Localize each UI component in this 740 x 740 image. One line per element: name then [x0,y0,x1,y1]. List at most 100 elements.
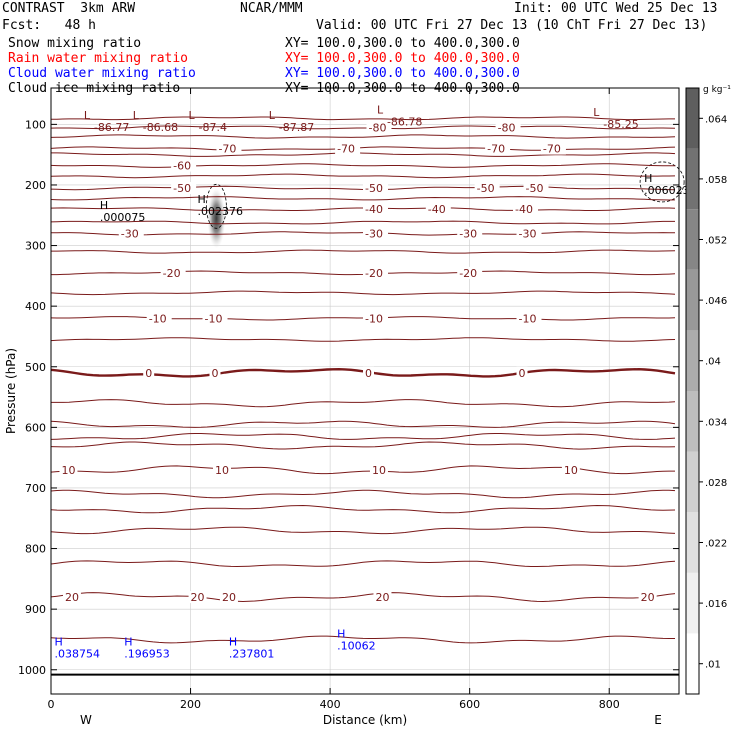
contour-line [50,526,676,535]
contour-line [51,249,676,254]
high-marker: H [54,636,62,649]
contour-line [50,635,675,644]
contour-label-bg [219,591,238,604]
contour-label: 20 [641,591,655,604]
contour-label-bg [457,227,483,240]
high-marker: H [100,199,108,212]
contour-label: -40 [515,203,533,216]
colorbar-bin [686,209,699,270]
contour-line [50,420,676,428]
contour-label-bg [516,312,542,325]
contour-label-bg [143,366,155,379]
field-name-cloud-water: Cloud water mixing ratio [8,66,196,81]
high-marker: H [337,628,345,641]
field-xy-rain: XY= 100.0,300.0 to 400.0,300.0 [285,51,520,66]
y-tick-label: 1000 [18,664,46,677]
contour-label-bg [523,181,549,194]
low-value-label: -87.4 [199,121,227,134]
contour-label: -10 [365,312,383,325]
contour-line [50,134,676,139]
contour-label: -30 [365,227,383,240]
colorbar-tick-label: .04 [705,357,721,368]
snow-shading [207,188,226,249]
contour-label: -20 [365,267,383,280]
contour-label: -40 [428,203,446,216]
contour-label: -30 [121,227,139,240]
colorbar-unit-label: g kg⁻¹ [703,85,731,95]
colorbar-bin [686,330,699,391]
contour-line [50,290,676,296]
low-marker: L [269,109,276,122]
contour-label-bg [363,181,388,194]
contour-label: -70 [487,143,505,156]
contour-label-bg [366,121,392,134]
contour-label-bg [561,463,580,476]
contour-label: -80 [498,121,516,134]
high-value-label: .000075 [100,211,146,224]
contour-label-bg [513,203,539,216]
colorbar-bin [686,88,699,149]
contour-label-bg [425,203,451,216]
contour-label: -80 [368,121,386,134]
contour-label: 20 [191,591,205,604]
contour-label-bg [171,159,197,172]
contour-label-bg [363,366,374,379]
contour-line [51,152,676,157]
contour-label-bg [188,591,207,604]
grid-lines [50,88,679,694]
contour-label-bg [118,227,144,240]
high-marker: H [229,636,237,649]
contour-label: 10 [61,464,75,477]
low-marker: L [133,109,140,122]
contour-line [50,560,676,568]
y-tick-label: 900 [25,603,46,616]
contour-label-bg [59,463,78,476]
contour-label: 10 [215,464,229,477]
contour-line [50,220,675,225]
y-tick-label: 400 [25,300,46,313]
west-label: W [80,713,92,727]
y-tick-label: 700 [25,482,46,495]
contour-label-bg [146,312,172,325]
high-marker: H [644,172,652,185]
contour-label-bg [212,463,231,476]
high-value-label: .196953 [124,648,169,661]
contour-label: -50 [173,182,191,195]
contour-label-bg [363,312,388,325]
cloud-ice-contour [639,161,685,203]
contour-line-10 [50,465,675,475]
contour-label: 20 [375,591,389,604]
contour-label: 0 [211,367,218,380]
colorbar: .01 .016 .022 .028 .034 .04 .046 .052 .058 .064 g … [685,85,731,695]
contour-label: -50 [477,182,495,195]
colorbar-tick-label: .022 [705,539,727,550]
field-name-snow: Snow mixing ratio [8,36,142,51]
field-xy-cloud-water: XY= 100.0,300.0 to 400.0,300.0 [285,66,520,81]
high-value-label: .006023 [644,184,690,197]
contour-label-bg [516,227,542,240]
forecast-hour: Fcst: 48 h [2,18,96,33]
contour-label: 0 [519,367,526,380]
plot-frame [50,87,680,695]
colorbar-tick-label: .064 [705,114,727,125]
colorbar-bin [686,572,699,634]
snow-shading-layer [205,161,685,249]
contour-label: -50 [365,182,383,195]
contour-label: -70 [543,143,561,156]
contour-line [50,173,676,179]
valid-time: Valid: 00 UTC Fri 27 Dec 13 (10 ChT Fri … [316,18,708,33]
contour-label: 10 [564,464,578,477]
contour-label: 10 [372,464,386,477]
y-tick-label: 200 [25,179,46,192]
colorbar-frame [685,87,700,695]
colorbar-tick-label: .046 [705,296,727,307]
contour-label-bg [638,591,657,604]
contour-label: 0 [365,367,372,380]
contour-label: -70 [218,143,236,156]
x-tick-label: 600 [459,698,480,711]
contour-label-bg [457,266,483,279]
contour-line [50,196,676,201]
contour-label-bg [495,121,521,134]
contour-label: -70 [337,143,355,156]
contour-label-bg [209,366,221,379]
